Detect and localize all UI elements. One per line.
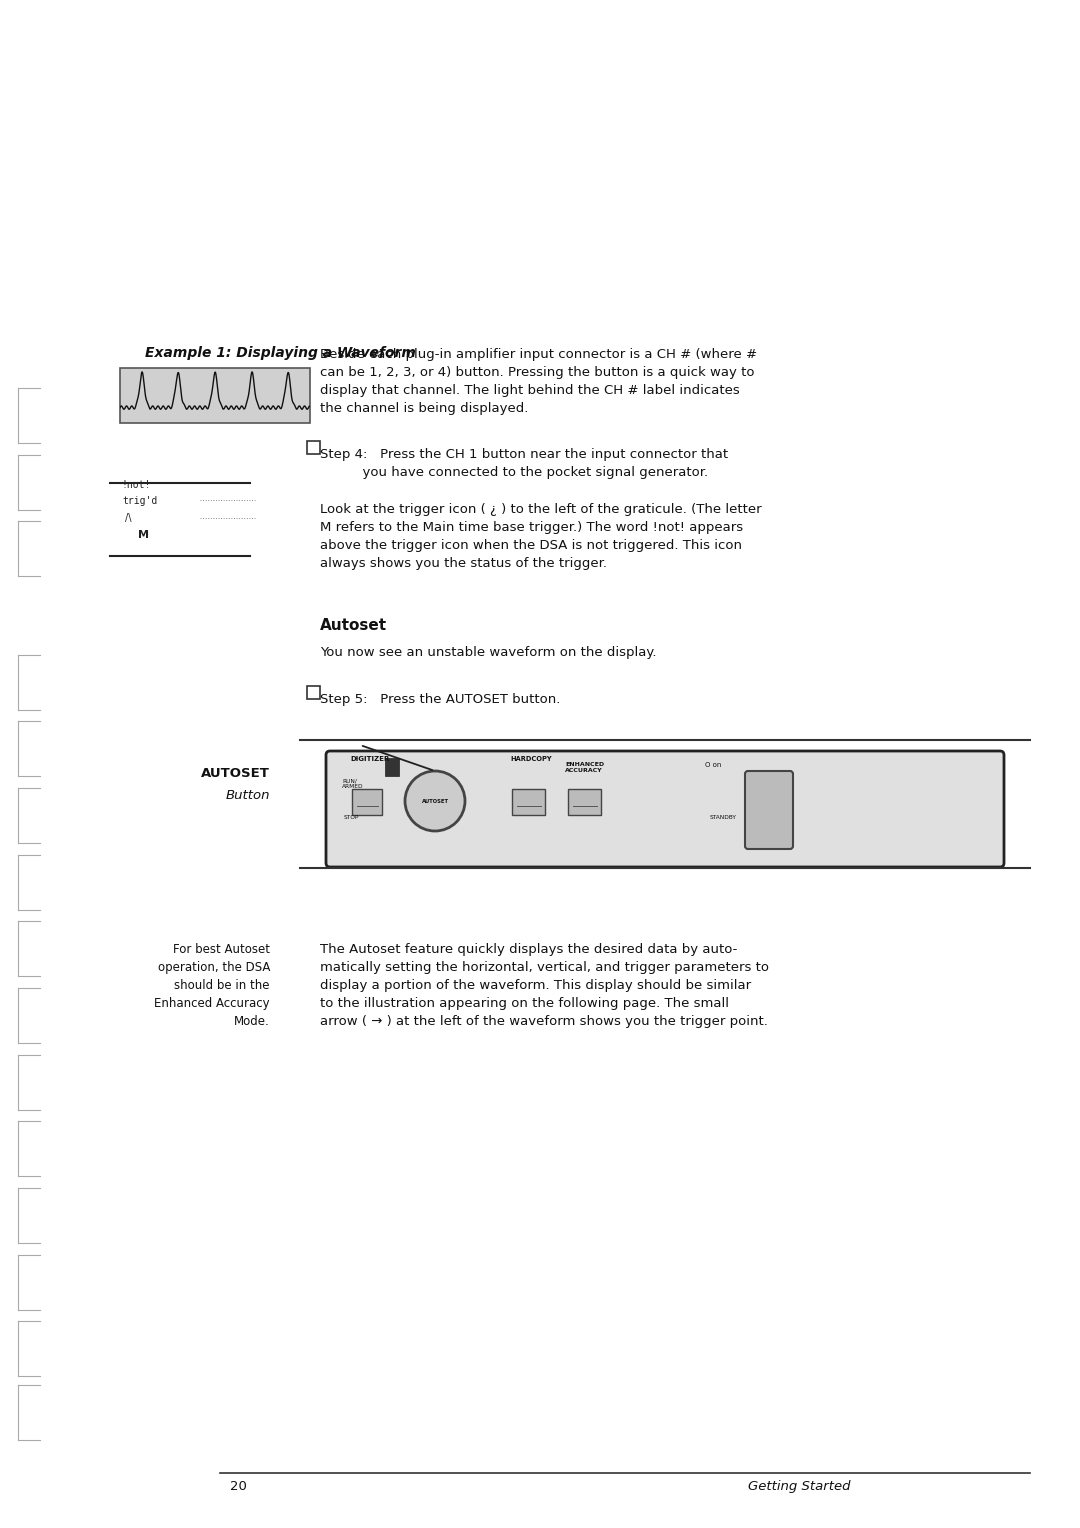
Text: Beside each plug-in amplifier input connector is a CH # (where #
can be 1, 2, 3,: Beside each plug-in amplifier input conn… [320, 348, 757, 416]
Bar [568, 788, 600, 814]
Text: DIGITIZER: DIGITIZER [350, 756, 390, 762]
Bar [352, 788, 382, 814]
Text: AUTOSET: AUTOSET [421, 799, 448, 804]
Text: Step 5:   Press the AUTOSET button.: Step 5: Press the AUTOSET button. [320, 694, 561, 706]
FancyBboxPatch shape [745, 772, 793, 850]
Bar [120, 368, 310, 423]
Text: STANDBY: STANDBY [710, 814, 737, 821]
Text: trig'd: trig'd [122, 497, 158, 506]
FancyBboxPatch shape [326, 750, 1004, 866]
Text: Step 4:   Press the CH 1 button near the input connector that
          you have: Step 4: Press the CH 1 button near the i… [320, 448, 728, 478]
Bar [512, 788, 545, 814]
Circle shape [405, 772, 465, 831]
Text: O on: O on [705, 762, 721, 769]
Text: You now see an unstable waveform on the display.: You now see an unstable waveform on the … [320, 646, 657, 659]
Bar [384, 758, 399, 776]
Text: Getting Started: Getting Started [747, 1481, 850, 1493]
Text: Autoset: Autoset [320, 617, 387, 633]
Text: AUTOSET: AUTOSET [201, 767, 270, 779]
Text: Example 1: Displaying a Waveform: Example 1: Displaying a Waveform [145, 345, 416, 361]
Text: The Autoset feature quickly displays the desired data by auto-
matically setting: The Autoset feature quickly displays the… [320, 943, 769, 1028]
Text: M: M [138, 530, 149, 539]
Text: HARDCOPY: HARDCOPY [510, 756, 552, 762]
Text: STOP: STOP [345, 814, 360, 821]
Text: For best Autoset
operation, the DSA
should be in the
Enhanced Accuracy
Mode.: For best Autoset operation, the DSA shou… [154, 943, 270, 1028]
Text: Button: Button [226, 788, 270, 802]
Text: Look at the trigger icon ( ¿ ) to the left of the graticule. (The letter
M refer: Look at the trigger icon ( ¿ ) to the le… [320, 503, 761, 570]
Text: RUN/
ARMED: RUN/ ARMED [342, 778, 364, 788]
Bar [307, 442, 320, 454]
Text: ENHANCED
ACCURACY: ENHANCED ACCURACY [565, 762, 604, 773]
Text: !not!: !not! [122, 480, 151, 490]
Text: /\: /\ [125, 513, 132, 523]
Text: 20: 20 [230, 1481, 247, 1493]
Bar [307, 686, 320, 698]
